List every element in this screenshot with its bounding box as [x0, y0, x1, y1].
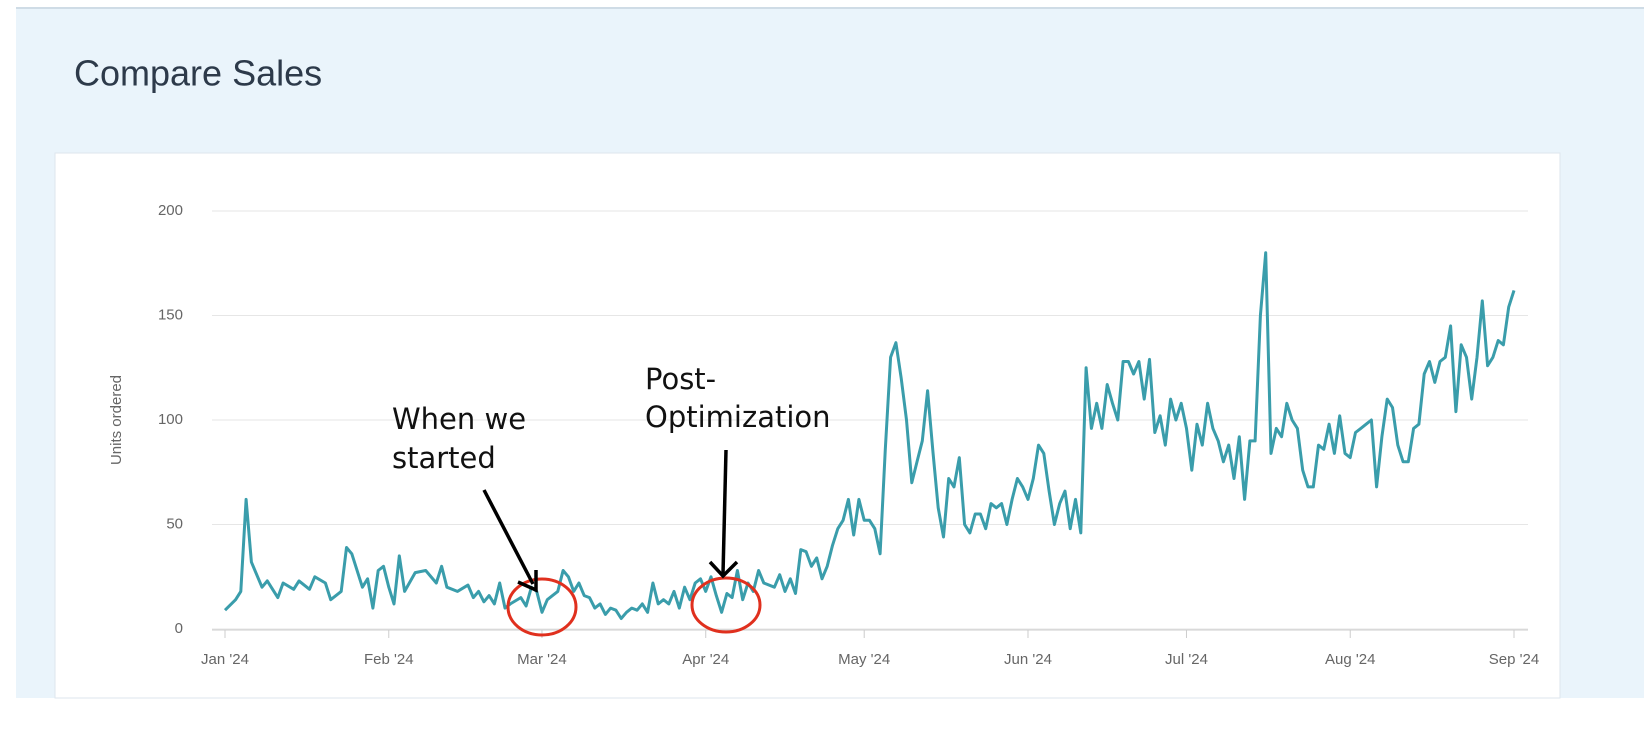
- x-tick-label: Jan '24: [201, 651, 249, 668]
- x-tick-label: May '24: [838, 651, 890, 668]
- x-tick-label: Feb '24: [364, 651, 414, 668]
- y-axis-label: Units ordered: [108, 375, 125, 465]
- arrow-head: [517, 570, 538, 593]
- annotation-line: Optimization: [645, 400, 831, 434]
- plot: 0 50 100 150 200 Jan '24 Feb '24 Mar '24 Apr '24…: [158, 202, 1539, 668]
- y-tick-label: 0: [175, 620, 183, 637]
- page-title: Compare Sales: [74, 53, 322, 94]
- annotation-line: Post-: [645, 362, 716, 396]
- y-tick-label: 150: [158, 306, 183, 323]
- x-tick-label: Jul '24: [1165, 651, 1208, 668]
- x-tick-label: Mar '24: [517, 651, 567, 668]
- x-tick-label: Sep '24: [1489, 651, 1539, 668]
- annotation-line: When we: [392, 402, 526, 436]
- annotation-line: started: [392, 441, 496, 475]
- arrow: [721, 449, 728, 575]
- highlight-circle: [690, 576, 762, 634]
- highlight-circle: [506, 577, 578, 637]
- arrow: [482, 489, 535, 585]
- x-tick-label: Jun '24: [1004, 651, 1052, 668]
- arrow-head: [708, 560, 739, 579]
- sales-line: [223, 251, 1516, 620]
- x-tick-label: Apr '24: [682, 651, 729, 668]
- x-tick-label: Aug '24: [1325, 651, 1375, 668]
- chart-panel: [54, 152, 1561, 699]
- annotation-shapes: [482, 449, 762, 637]
- y-tick-label: 50: [166, 515, 183, 532]
- y-tick-label: 100: [158, 411, 183, 428]
- y-tick-label: 200: [158, 202, 183, 219]
